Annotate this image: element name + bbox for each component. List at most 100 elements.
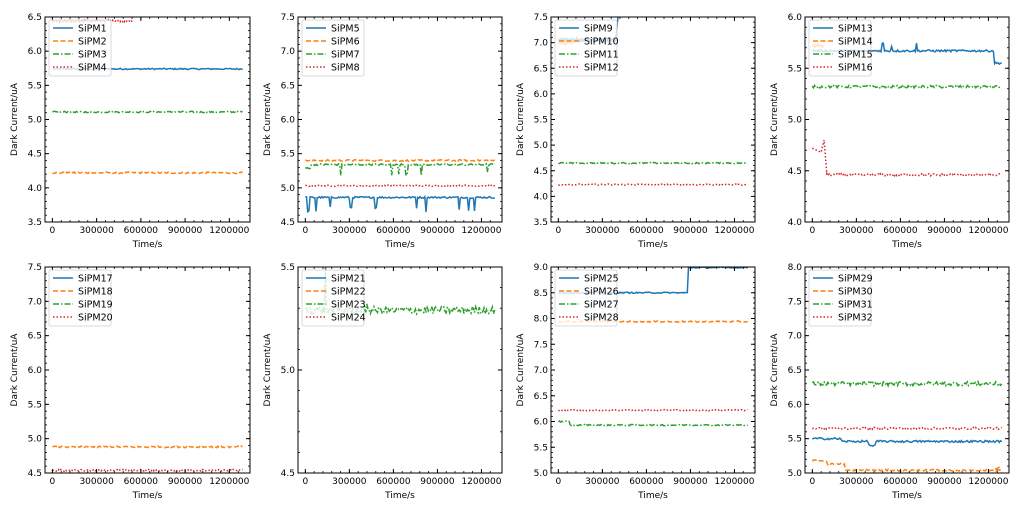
x-tick-label: 0: [302, 477, 308, 487]
legend-label: SiPM27: [584, 300, 619, 311]
legend-label: SiPM21: [331, 274, 366, 285]
y-tick-label: 6.0: [281, 116, 296, 126]
y-axis-label: Dark Current/uA: [263, 333, 273, 407]
legend-label: SiPM18: [78, 287, 113, 298]
legend: SiPM21 SiPM22 SiPM23 SiPM24: [301, 269, 366, 327]
x-tick-label: 1200000: [968, 226, 1008, 236]
x-axis-label: Time/s: [891, 240, 922, 250]
x-tick-label: 1200000: [209, 226, 249, 236]
panel-2: 4.5 5.0 5.5 6.0 6.5 7.0 7.5 0 300000 600000 900000…: [263, 13, 503, 250]
legend-box: [808, 269, 872, 327]
y-axis-label: Dark Current/uA: [770, 333, 780, 407]
y-tick-label: 6.0: [28, 47, 43, 57]
y-tick-label: 8.0: [534, 315, 549, 325]
x-tick-label: 600000: [124, 477, 159, 487]
y-tick-label: 4.5: [281, 218, 295, 228]
y-tick-label: 6.0: [28, 366, 43, 376]
x-axis-label: Time/s: [891, 491, 922, 501]
y-tick-label: 8.0: [788, 263, 803, 273]
x-tick-label: 900000: [168, 226, 203, 236]
x-tick-label: 600000: [376, 477, 411, 487]
x-tick-label: 600000: [629, 226, 664, 236]
legend-label: SiPM29: [838, 274, 873, 285]
x-tick-label: 900000: [673, 477, 708, 487]
y-tick-label: 3.5: [534, 218, 548, 228]
series-line-sipm15: [811, 83, 1002, 90]
x-tick-label: 900000: [168, 477, 203, 487]
series-line-sipm21: [305, 203, 494, 207]
y-tick-label: 5.0: [534, 469, 549, 479]
y-tick-label: 5.0: [788, 116, 803, 126]
x-tick-label: 900000: [673, 226, 708, 236]
x-tick-label: 900000: [927, 477, 962, 487]
legend-label: SiPM26: [584, 287, 619, 298]
x-tick-label: 900000: [420, 477, 455, 487]
legend-label: SiPM32: [838, 313, 873, 324]
legend-label: SiPM15: [838, 50, 873, 61]
legend-label: SiPM31: [838, 300, 873, 311]
series-line-sipm30: [811, 459, 1003, 473]
legend-box: [48, 19, 112, 77]
legend-box: [554, 19, 618, 77]
legend-label: SiPM11: [584, 50, 619, 61]
y-tick-label: 5.0: [28, 116, 43, 126]
legend-label: SiPM10: [584, 37, 619, 48]
series-group: [52, 444, 243, 473]
x-tick-label: 0: [302, 226, 308, 236]
y-tick-label: 6.5: [534, 64, 548, 74]
y-tick-label: 6.0: [788, 13, 803, 23]
panel-3: 3.5 4.0 4.5 5.0 5.5 6.0 6.5 7.0 7.5 0 300000 600000…: [516, 13, 756, 250]
y-tick-label: 6.5: [534, 392, 548, 402]
legend: SiPM13 SiPM14 SiPM15 SiPM16: [808, 19, 873, 77]
legend-label: SiPM28: [584, 313, 619, 324]
series-line-sipm12: [558, 183, 748, 187]
y-tick-label: 7.0: [28, 297, 43, 307]
x-tick-label: 0: [50, 477, 56, 487]
y-tick-label: 7.0: [534, 366, 549, 376]
x-tick-label: 600000: [376, 226, 411, 236]
series-line-sipm11: [558, 161, 748, 165]
y-tick-label: 4.5: [788, 167, 802, 177]
panel-5: 4.5 5.0 5.5 6.0 6.5 7.0 7.5 0 300000 600000 900000…: [10, 263, 251, 501]
series-line-sipm16: [811, 139, 1003, 178]
y-tick-label: 7.0: [788, 332, 803, 342]
y-tick-label: 6.0: [534, 90, 549, 100]
y-tick-label: 5.5: [281, 150, 295, 160]
legend-box: [808, 19, 872, 77]
legend-label: SiPM16: [838, 63, 873, 74]
y-axis-label: Dark Current/uA: [10, 333, 20, 407]
legend-box: [301, 19, 365, 77]
y-tick-label: 7.5: [788, 297, 802, 307]
y-tick-label: 6.0: [534, 418, 549, 428]
legend-label: SiPM3: [78, 50, 107, 61]
x-tick-label: 1200000: [714, 226, 754, 236]
y-tick-label: 7.0: [534, 39, 549, 49]
panel-6: 4.5 5.0 5.5 0 300000 600000 900000 1200000 Time/…: [263, 203, 503, 501]
x-axis-label: Time/s: [132, 240, 163, 250]
x-tick-label: 1200000: [209, 477, 249, 487]
legend: SiPM29 SiPM30 SiPM31 SiPM32: [808, 269, 873, 327]
legend-label: SiPM6: [331, 37, 360, 48]
panel-7: 5.0 5.5 6.0 6.5 7.0 7.5 8.0 8.5 9.0 0 300000 600000…: [516, 263, 756, 501]
y-tick-label: 5.0: [534, 141, 549, 151]
series-line-sipm18: [52, 444, 243, 449]
y-axis-label: Dark Current/uA: [263, 82, 273, 156]
series-line-sipm2: [52, 170, 243, 175]
y-tick-label: 5.5: [281, 263, 295, 273]
x-tick-label: 1200000: [714, 477, 754, 487]
legend-box: [301, 269, 365, 327]
series-line-sipm27: [557, 420, 749, 427]
y-tick-label: 5.0: [28, 435, 43, 445]
series-line-sipm3: [52, 110, 243, 114]
x-tick-label: 0: [555, 477, 561, 487]
y-tick-label: 5.5: [788, 64, 802, 74]
panel-4: 4.0 4.5 5.0 5.5 6.0 0 300000 600000 900000 120000…: [770, 13, 1010, 250]
y-tick-label: 6.0: [788, 400, 803, 410]
series-line-sipm31: [811, 379, 1003, 389]
y-tick-label: 7.5: [534, 340, 548, 350]
panel-1: 3.5 4.0 4.5 5.0 5.5 6.0 6.5 0 300000 600000 900000…: [10, 13, 251, 250]
y-tick-label: 6.5: [788, 366, 802, 376]
y-tick-label: 4.0: [28, 184, 43, 194]
y-tick-label: 4.5: [28, 150, 42, 160]
y-axis-label: Dark Current/uA: [516, 333, 526, 407]
